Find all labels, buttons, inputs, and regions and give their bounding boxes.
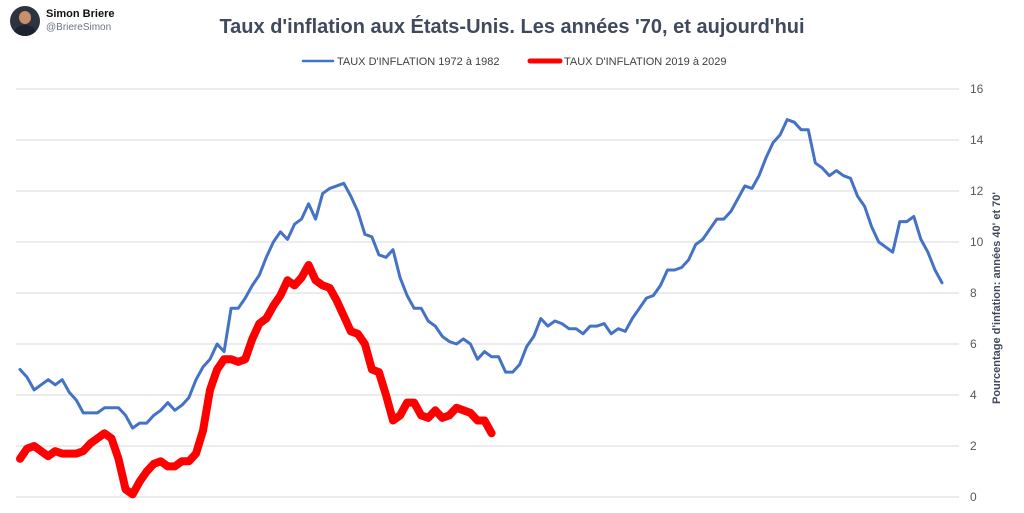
author-handle: @BriereSimon <box>46 22 112 33</box>
series-line-2019-2029 <box>16 261 496 499</box>
series-line-1972-1982 <box>18 118 944 430</box>
y-tick-label: 16 <box>970 82 984 96</box>
y-tick-label: 2 <box>970 439 977 453</box>
y-tick-label: 14 <box>970 133 984 147</box>
y-tick-label: 4 <box>970 388 977 402</box>
y-tick-label: 10 <box>970 235 984 249</box>
y-tick-label: 0 <box>970 490 977 504</box>
gridlines <box>16 88 959 498</box>
y-axis-ticks: 0 2 4 6 8 10 12 14 16 <box>970 82 984 504</box>
y-tick-label: 6 <box>970 337 977 351</box>
legend-label: TAUX D'INFLATION 1972 à 1982 <box>337 56 499 68</box>
author-text: Simon Briere @BriereSimon <box>46 8 114 34</box>
chart-title: Taux d'inflation aux États-Unis. Les ann… <box>219 15 804 38</box>
legend: TAUX D'INFLATION 1972 à 1982 TAUX D'INFLA… <box>301 56 726 68</box>
y-tick-label: 12 <box>970 184 984 198</box>
legend-label: TAUX D'INFLATION 2019 à 2029 <box>564 56 726 68</box>
author-name: Simon Briere <box>46 8 115 20</box>
y-tick-label: 8 <box>970 286 977 300</box>
series-lines <box>16 118 944 499</box>
y-axis-label: Pourcentage d'infation: années 40' et 70… <box>991 192 1003 404</box>
author-block[interactable]: Simon Briere @BriereSimon <box>10 6 114 36</box>
avatar[interactable] <box>10 6 40 36</box>
